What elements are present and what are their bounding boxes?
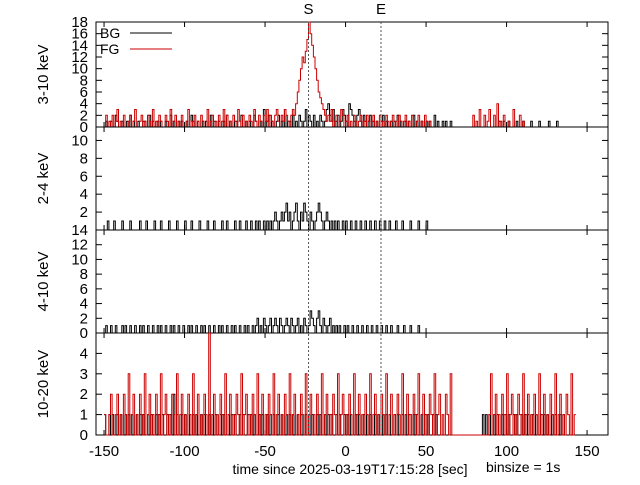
y-tick-label: 6 [80,168,88,185]
x-tick-label: 50 [418,443,435,460]
y-tick-label: 10 [71,61,88,78]
panel-frame [95,126,609,231]
y-tick-label: 16 [71,26,88,43]
legend-label: FG [100,41,119,57]
x-tick-label: -150 [89,443,119,460]
panel-ylabel: 2-4 keV [35,153,52,205]
legend-label: BG [100,25,120,41]
y-tick-label: 12 [71,49,88,66]
x-tick-label: 150 [575,443,600,460]
panel-ylabel: 4-10 keV [35,251,52,311]
y-tick-label: 4 [80,96,88,113]
binsize-label: binsize = 1s [486,459,560,475]
y-tick-label: 1 [80,407,88,424]
marker-label: S [304,1,314,18]
x-tick-label: -100 [170,443,200,460]
y-tick-label: 12 [71,237,88,254]
series-bg [104,310,547,334]
panel-ylabel: 3-10 keV [35,44,52,104]
y-tick-label: 0 [80,119,88,136]
y-tick-label: 3 [80,366,88,383]
y-tick-label: 14 [71,222,88,239]
series-fg [104,332,576,436]
y-tick-label: 10 [71,132,88,149]
series-fg [104,21,547,128]
series-bg [104,103,573,128]
marker-label: E [376,1,386,18]
y-tick-label: 14 [71,37,88,54]
series-bg [104,202,550,231]
x-tick-label: -50 [254,443,276,460]
y-tick-label: 2 [80,386,88,403]
y-tick-label: 2 [80,204,88,221]
y-tick-label: 0 [80,325,88,342]
y-tick-label: 2 [80,310,88,327]
y-tick-label: 6 [80,84,88,101]
y-tick-label: 4 [80,296,88,313]
x-axis: -150 -100 -50 0 50 100 150 [89,443,600,460]
y-tick-label: 4 [80,345,88,362]
x-tick-label: 0 [341,443,349,460]
y-tick-label: 4 [80,186,88,203]
y-tick-label: 0 [80,427,88,444]
panel-10-20-keV: 0 1 2 3 4 10-20 keV [35,332,609,444]
panel-frame [95,229,609,334]
x-tick-label: 100 [494,443,519,460]
x-axis-title: time since 2025-03-19T17:15:28 [sec] [232,461,467,477]
y-tick-label: 8 [80,150,88,167]
y-tick-label: 8 [80,266,88,283]
panel-ylabel: 10-20 keV [35,350,52,418]
y-tick-label: 2 [80,107,88,124]
y-tick-label: 6 [80,281,88,298]
y-tick-label: 18 [71,14,88,31]
y-tick-label: 10 [71,251,88,268]
y-tick-label: 8 [80,72,88,89]
